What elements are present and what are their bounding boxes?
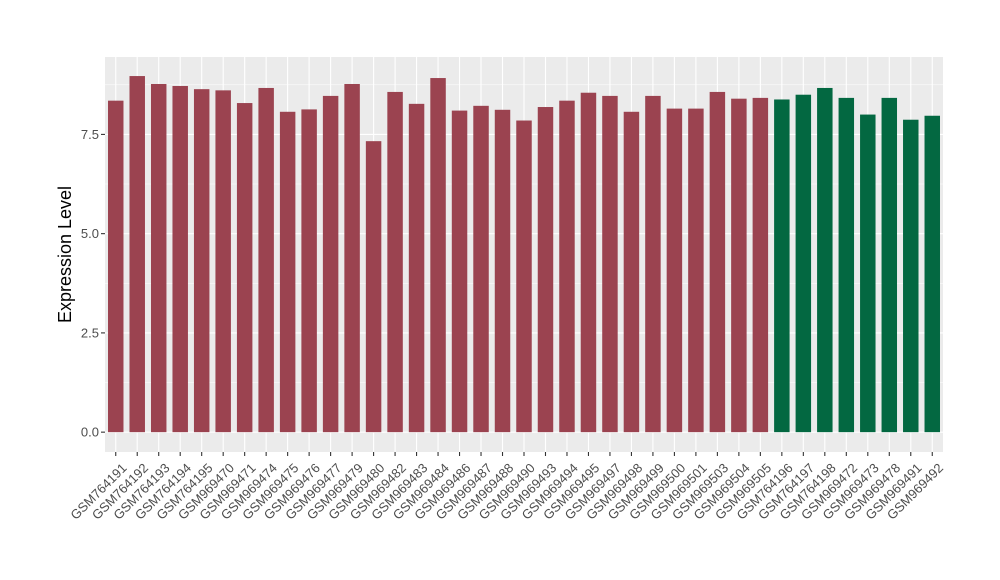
bar-gsm764198: [817, 87, 833, 433]
bar-gsm969479: [344, 83, 360, 433]
bar-gsm969471: [236, 103, 253, 433]
bar-gsm764195: [193, 89, 210, 433]
bar-gsm764192: [129, 76, 145, 433]
bar-gsm969495: [580, 92, 597, 433]
bar-gsm969486: [451, 110, 468, 433]
bar-gsm969501: [688, 108, 704, 433]
bar-gsm969494: [559, 100, 575, 433]
bar-gsm969472: [838, 97, 855, 433]
bars: [108, 76, 940, 433]
bar-gsm969492: [924, 115, 940, 433]
bar-gsm969493: [537, 107, 554, 433]
bar-gsm764193: [150, 83, 167, 433]
y-tick-label: 2.5: [81, 325, 99, 340]
y-axis-ticks: 0.0 2.5 5.0 7.5: [81, 127, 105, 440]
bar-gsm969504: [731, 98, 747, 433]
bar-gsm969498: [623, 111, 640, 433]
y-tick-label: 0.0: [81, 425, 99, 440]
bar-gsm969497: [602, 95, 618, 433]
bar-gsm764191: [108, 100, 124, 433]
bar-gsm969474: [258, 87, 274, 433]
bar-gsm969490: [516, 120, 532, 433]
bar-gsm969503: [709, 91, 726, 433]
bar-gsm969478: [881, 97, 898, 433]
bar-gsm969477: [322, 95, 339, 433]
bar-gsm969488: [494, 109, 511, 433]
bar-gsm969473: [860, 114, 876, 433]
bar-gsm764197: [795, 94, 812, 433]
bar-gsm969505: [752, 97, 769, 433]
bar-gsm969484: [430, 78, 446, 433]
bar-gsm969470: [215, 90, 231, 433]
bar-gsm969499: [645, 95, 661, 433]
y-tick-label: 5.0: [81, 226, 99, 241]
y-axis-title: Expression Level: [55, 186, 75, 323]
bar-gsm969480: [365, 141, 382, 433]
y-tick-label: 7.5: [81, 127, 99, 142]
bar-gsm764196: [774, 99, 790, 433]
bar-gsm969491: [903, 119, 919, 433]
bar-gsm969482: [387, 91, 403, 433]
bar-gsm969487: [473, 105, 489, 433]
bar-gsm969475: [279, 111, 296, 433]
bar-gsm969500: [666, 108, 683, 433]
x-axis-ticks: GSM764191GSM764192GSM764193GSM764194GSM7…: [67, 452, 946, 523]
bar-gsm969476: [301, 109, 317, 433]
bar-gsm969483: [408, 103, 425, 433]
bar-gsm764194: [172, 85, 188, 433]
